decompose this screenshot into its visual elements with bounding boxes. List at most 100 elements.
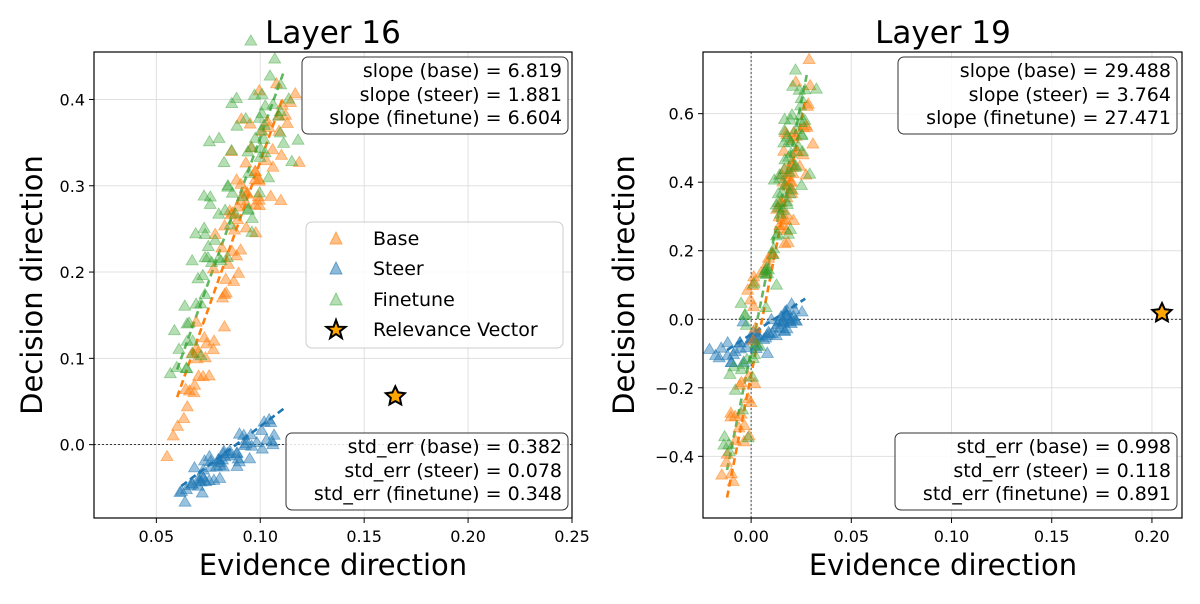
point-base: [248, 164, 262, 177]
point-finetune: [788, 158, 803, 171]
point-finetune: [241, 203, 255, 215]
point-finetune: [740, 352, 754, 364]
point-base: [780, 190, 794, 203]
point-finetune: [245, 211, 259, 223]
point-steer: [782, 311, 796, 324]
point-finetune: [746, 351, 760, 363]
point-finetune: [795, 144, 810, 157]
point-finetune: [189, 297, 203, 309]
point-finetune: [258, 145, 272, 158]
point-finetune: [185, 334, 200, 346]
point-finetune: [218, 203, 232, 215]
point-base: [785, 186, 799, 198]
point-finetune: [197, 221, 211, 233]
point-finetune: [759, 261, 774, 273]
legend-label-base: Base: [373, 228, 419, 250]
point-finetune: [197, 189, 211, 201]
x-axis-title: Evidence direction: [809, 548, 1077, 582]
point-finetune: [276, 136, 291, 148]
y-axis-ticks: −0.4 −0.2 0.0 0.2 0.4 0.6: [655, 105, 703, 466]
point-finetune: [212, 207, 226, 219]
y-tick-label: −0.2: [655, 379, 694, 398]
point-steer: [265, 434, 279, 447]
point-finetune: [778, 152, 792, 165]
point-base: [239, 196, 253, 208]
point-finetune: [791, 139, 806, 151]
point-steer: [784, 297, 799, 309]
point-finetune: [771, 186, 785, 199]
slope-box-frame: [301, 56, 569, 135]
point-finetune: [239, 111, 253, 124]
point-finetune: [794, 115, 809, 127]
point-base: [252, 193, 266, 205]
point-finetune: [777, 112, 792, 124]
point-finetune: [170, 360, 184, 373]
point-base: [233, 243, 248, 255]
point-finetune: [734, 296, 748, 308]
x-tick-label: 0.05: [833, 527, 869, 546]
point-finetune: [795, 127, 809, 140]
y-tick-label: 0.4: [60, 90, 85, 109]
x-tick-label: 0.20: [450, 527, 486, 546]
point-steer: [259, 433, 274, 445]
point-finetune: [736, 357, 750, 369]
point-base: [227, 274, 241, 286]
slope-finetune: slope (finetune) = 27.471: [926, 107, 1171, 129]
y-tick-label: 0.2: [669, 242, 694, 261]
point-finetune: [786, 79, 800, 91]
y-tick-label: 0.3: [60, 177, 85, 196]
point-finetune: [180, 361, 194, 374]
point-finetune: [777, 136, 791, 148]
stderr-box: std_err (base) = 0.998 std_err (steer) =…: [894, 432, 1178, 511]
point-base: [189, 315, 203, 327]
point-steer: [250, 435, 264, 448]
slope-steer: slope (steer) = 3.764: [969, 84, 1171, 106]
point-base: [781, 235, 795, 247]
point-base: [744, 395, 758, 407]
slope-box: slope (base) = 29.488 slope (steer) = 3.…: [897, 56, 1178, 135]
point-finetune: [794, 91, 808, 104]
point-steer: [232, 454, 247, 467]
point-finetune: [793, 98, 808, 111]
point-base: [208, 227, 222, 239]
point-finetune: [784, 182, 798, 194]
point-finetune: [224, 143, 239, 156]
point-finetune: [179, 361, 193, 373]
x-tick-label: 0.15: [346, 527, 382, 546]
point-finetune: [185, 253, 199, 266]
point-finetune: [780, 130, 794, 142]
point-base: [234, 112, 249, 124]
point-base: [269, 76, 284, 89]
point-steer: [720, 335, 735, 348]
x-axis-ticks: 0.05 0.10 0.15 0.20 0.25: [139, 518, 590, 546]
point-finetune: [245, 140, 259, 153]
point-finetune: [735, 402, 750, 415]
point-steer: [708, 348, 723, 360]
point-finetune: [252, 185, 267, 198]
point-base: [206, 261, 221, 274]
point-finetune: [759, 300, 773, 312]
point-finetune: [201, 239, 216, 251]
point-finetune: [194, 296, 208, 309]
point-base: [793, 159, 807, 171]
point-base: [774, 195, 789, 208]
point-base: [170, 419, 185, 431]
point-steer: [242, 451, 257, 464]
point-base: [219, 286, 233, 298]
point-finetune: [163, 366, 178, 379]
point-base: [741, 369, 756, 382]
point-base: [202, 368, 216, 381]
point-steer: [702, 342, 717, 354]
point-base: [741, 391, 755, 404]
point-base: [778, 236, 792, 249]
point-base: [745, 278, 760, 291]
y-tick-label: 0.0: [669, 310, 694, 329]
point-steer: [264, 415, 278, 428]
point-steer: [266, 437, 280, 450]
point-base: [274, 193, 288, 205]
point-base: [217, 287, 232, 299]
slope-finetune: slope (finetune) = 6.604: [329, 107, 562, 129]
point-finetune: [781, 227, 796, 239]
point-steer: [239, 436, 253, 449]
point-base: [743, 292, 758, 305]
